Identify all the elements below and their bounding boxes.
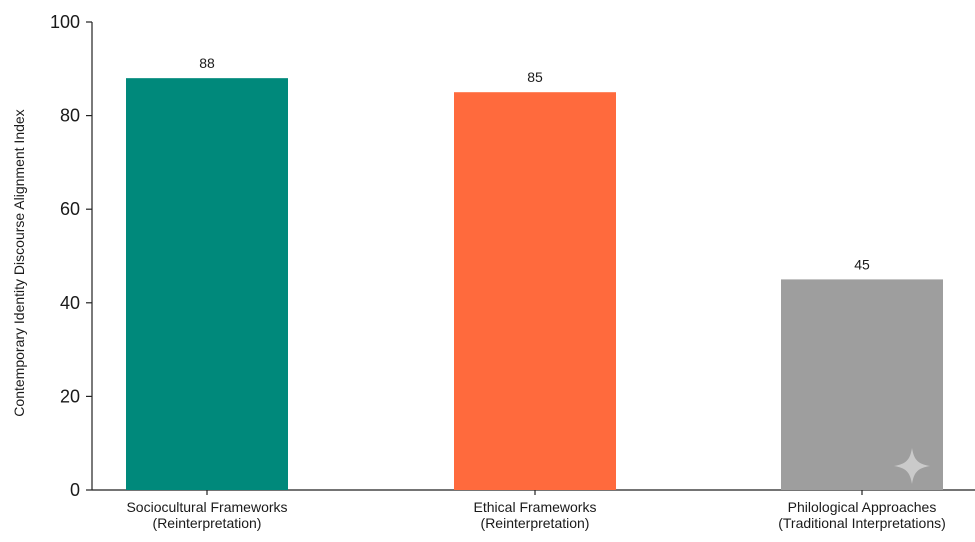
y-tick-label: 0 (70, 480, 80, 500)
bars (126, 78, 943, 490)
x-tick-label: (Reinterpretation) (481, 515, 590, 531)
y-tick-label: 80 (60, 106, 80, 126)
bar (126, 78, 288, 490)
y-tick-label: 20 (60, 386, 80, 406)
data-label: 85 (527, 69, 543, 85)
x-tick-label: (Reinterpretation) (153, 515, 262, 531)
x-tick-label: (Traditional Interpretations) (778, 515, 946, 531)
sparkle-icon (894, 448, 930, 484)
x-tick-label: Ethical Frameworks (474, 499, 597, 515)
bar (454, 92, 616, 490)
y-tick-label: 100 (50, 12, 80, 32)
y-tick-label: 60 (60, 199, 80, 219)
bar (781, 279, 943, 490)
x-tick-label: Philological Approaches (788, 499, 937, 515)
data-label: 45 (854, 256, 870, 272)
y-axis-title: Contemporary Identity Discourse Alignmen… (11, 109, 27, 416)
y-tick-label: 40 (60, 293, 80, 313)
x-tick-label: Sociocultural Frameworks (126, 499, 287, 515)
data-label: 88 (199, 55, 215, 71)
